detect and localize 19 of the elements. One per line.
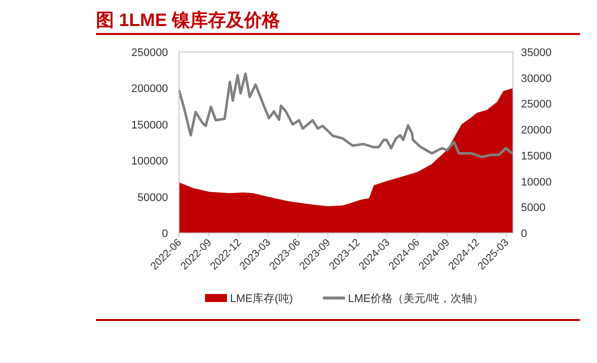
y2-tick-label: 35000 [521,47,552,59]
y-tick-label: 0 [162,228,168,240]
y-tick-label: 50000 [137,192,168,204]
y2-tick-label: 5000 [521,202,546,214]
legend-item: LME价格（美元/吨，次轴） [322,293,484,305]
y2-tick-label: 10000 [521,176,552,188]
y2-tick-label: 0 [521,228,528,240]
chart-title: 图 1LME 镍库存及价格 [96,10,282,30]
y-tick-label: 150000 [131,119,168,132]
y2-tick-label: 20000 [521,124,552,137]
legend-label: LME库存(吨) [230,292,293,305]
y-tick-label: 250000 [131,47,168,59]
y2-tick-label: 30000 [521,72,552,85]
y-tick-label: 100000 [131,156,168,168]
y-tick-label: 200000 [131,83,168,96]
y2-tick-label: 15000 [521,150,552,162]
legend-label: LME价格（美元/吨，次轴） [348,292,484,305]
legend-item: LME库存(吨) [205,293,293,305]
y2-tick-label: 25000 [521,98,552,111]
